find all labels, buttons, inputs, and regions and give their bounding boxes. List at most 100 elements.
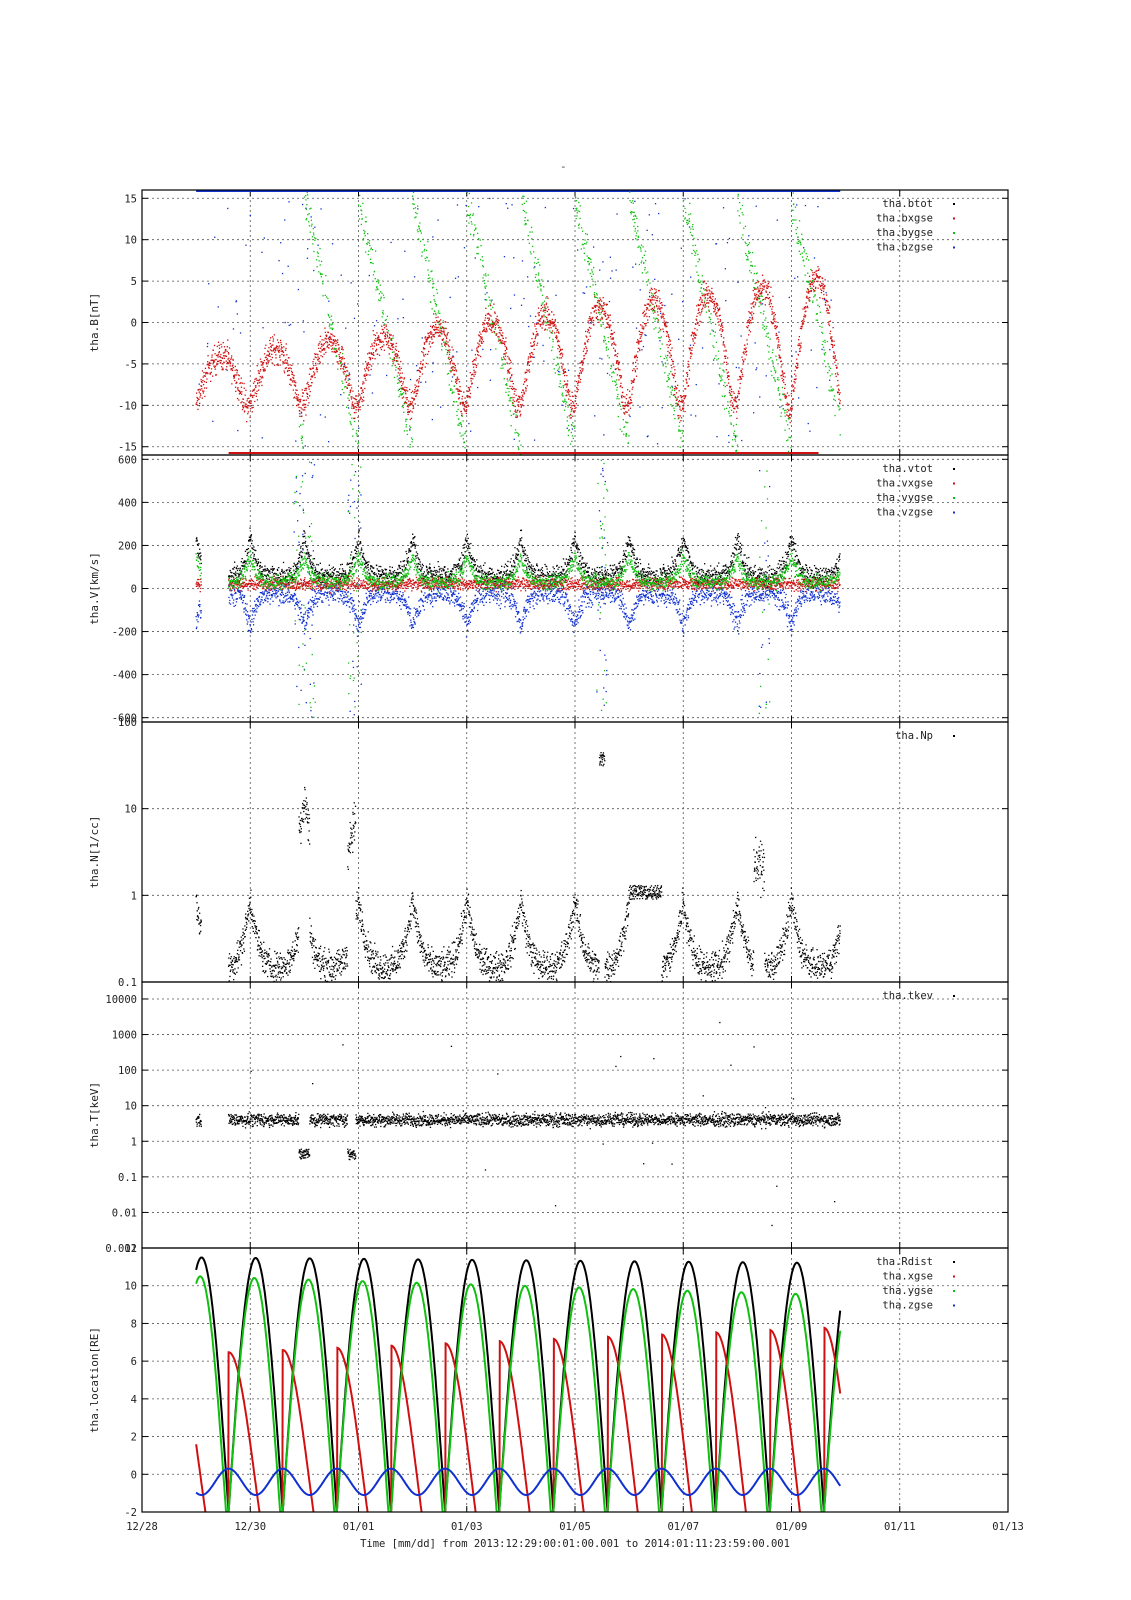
data-point xyxy=(365,361,367,363)
data-point xyxy=(528,325,530,328)
data-point xyxy=(505,337,507,339)
data-point xyxy=(294,608,296,610)
data-point xyxy=(295,602,297,605)
data-point xyxy=(242,405,244,407)
data-point xyxy=(394,359,396,362)
data-point xyxy=(249,408,252,410)
data-point xyxy=(294,385,297,387)
data-point xyxy=(583,348,585,350)
data-point xyxy=(707,306,710,308)
data-point xyxy=(552,321,554,323)
data-point xyxy=(579,367,581,369)
data-point xyxy=(263,368,265,370)
data-point xyxy=(736,405,738,407)
data-point xyxy=(618,362,620,364)
data-point xyxy=(516,416,518,418)
data-point xyxy=(510,387,512,390)
data-point xyxy=(477,246,479,248)
data-point xyxy=(789,409,791,411)
data-point xyxy=(713,302,715,305)
data-point xyxy=(650,300,652,302)
data-point xyxy=(611,343,613,345)
data-point xyxy=(320,355,322,357)
data-point xyxy=(489,303,491,305)
data-point xyxy=(447,357,449,359)
data-point xyxy=(829,305,831,307)
data-point xyxy=(551,330,554,332)
data-point xyxy=(701,283,703,286)
data-point xyxy=(525,387,527,389)
data-point xyxy=(651,297,653,299)
data-point xyxy=(315,364,317,366)
data-point xyxy=(833,398,835,400)
data-point xyxy=(812,301,814,304)
data-point xyxy=(427,240,429,243)
data-point xyxy=(610,367,612,370)
data-point xyxy=(196,619,198,621)
data-point xyxy=(634,222,636,224)
y-tick-label: -15 xyxy=(118,442,137,454)
data-point xyxy=(541,316,543,319)
data-point xyxy=(254,614,256,616)
data-point xyxy=(552,340,554,343)
data-point xyxy=(259,604,262,606)
data-point xyxy=(720,377,722,379)
data-point xyxy=(469,213,472,216)
data-point xyxy=(239,391,241,393)
data-point xyxy=(724,355,726,357)
data-point xyxy=(271,344,273,346)
data-point xyxy=(346,370,349,372)
data-point xyxy=(327,331,330,334)
data-point xyxy=(812,282,814,284)
data-point xyxy=(765,297,767,299)
data-point xyxy=(747,256,749,258)
data-point xyxy=(257,599,259,601)
data-point xyxy=(712,300,714,303)
data-point xyxy=(613,331,615,334)
data-point xyxy=(340,365,342,367)
data-point xyxy=(647,279,650,281)
data-point xyxy=(419,370,421,372)
data-point xyxy=(530,360,532,362)
data-point xyxy=(266,590,268,593)
data-point xyxy=(735,411,738,413)
data-point xyxy=(456,410,458,413)
data-point xyxy=(523,202,525,204)
data-point xyxy=(725,350,727,352)
data-point xyxy=(599,269,601,271)
data-point xyxy=(501,357,503,359)
data-point xyxy=(601,307,604,309)
data-point xyxy=(282,351,285,353)
data-point xyxy=(497,318,499,321)
data-point xyxy=(763,279,766,281)
data-point xyxy=(585,286,588,288)
data-point xyxy=(757,286,759,288)
data-point xyxy=(231,368,233,370)
data-point xyxy=(348,394,351,396)
data-point xyxy=(495,317,497,320)
data-point xyxy=(322,283,324,285)
data-point xyxy=(464,404,466,406)
data-point xyxy=(747,243,750,246)
data-point xyxy=(464,447,466,449)
data-point xyxy=(604,310,606,312)
data-point xyxy=(706,290,708,292)
data-point xyxy=(732,411,735,413)
data-point xyxy=(750,303,752,305)
data-point xyxy=(683,398,686,400)
data-point xyxy=(582,350,585,352)
data-point xyxy=(361,390,363,392)
data-point xyxy=(773,320,776,322)
data-point xyxy=(674,369,676,371)
data-point xyxy=(516,399,518,401)
data-point xyxy=(413,208,415,210)
data-point xyxy=(770,299,772,301)
data-point xyxy=(540,290,542,292)
legend-marker xyxy=(953,203,955,205)
data-point xyxy=(432,236,434,238)
data-point xyxy=(286,360,288,362)
data-point xyxy=(766,297,768,299)
data-point xyxy=(281,347,283,349)
data-point xyxy=(680,417,683,419)
data-point xyxy=(606,318,608,320)
